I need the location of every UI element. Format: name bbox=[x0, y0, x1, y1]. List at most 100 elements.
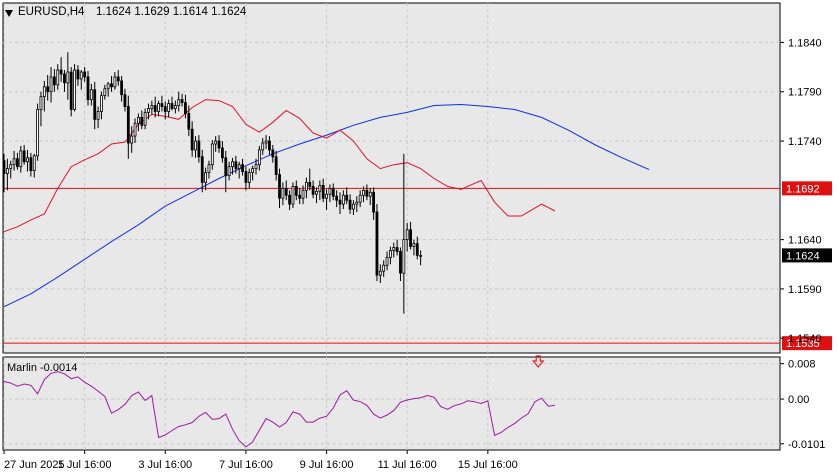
candle-bull[interactable] bbox=[66, 52, 70, 100]
candle-bear[interactable] bbox=[190, 121, 194, 157]
candle-bear[interactable] bbox=[284, 180, 288, 201]
candle-bear[interactable] bbox=[308, 168, 312, 191]
candle-bull[interactable] bbox=[106, 81, 110, 97]
candle-bear[interactable] bbox=[184, 94, 187, 119]
candle-bull[interactable] bbox=[32, 153, 36, 178]
candle-bull[interactable] bbox=[79, 70, 83, 90]
candle-bear[interactable] bbox=[16, 152, 19, 170]
candle-bear[interactable] bbox=[200, 149, 204, 193]
oscillator-plot-bg[interactable] bbox=[2, 356, 781, 451]
candle-bull[interactable] bbox=[318, 180, 322, 201]
candle-bear[interactable] bbox=[345, 187, 349, 205]
candle-bear[interactable] bbox=[241, 158, 244, 176]
candle-bull[interactable] bbox=[147, 103, 150, 120]
candle-bull[interactable] bbox=[231, 157, 234, 175]
candle-bull[interactable] bbox=[100, 91, 103, 120]
candle-bull[interactable] bbox=[89, 83, 93, 106]
candle-bull[interactable] bbox=[204, 167, 208, 191]
candle-bull[interactable] bbox=[157, 100, 160, 117]
candle-bear[interactable] bbox=[338, 192, 342, 214]
candle-bear[interactable] bbox=[180, 93, 184, 107]
candle-bull[interactable] bbox=[304, 177, 308, 199]
candle-bear[interactable] bbox=[244, 166, 248, 191]
candle-bear[interactable] bbox=[140, 110, 144, 130]
candle-bear[interactable] bbox=[217, 135, 221, 153]
candle-bull[interactable] bbox=[227, 161, 231, 181]
candle-bull[interactable] bbox=[341, 190, 345, 210]
candle-bear[interactable] bbox=[53, 69, 56, 92]
candle-bear[interactable] bbox=[63, 70, 66, 92]
candle-bear[interactable] bbox=[83, 67, 87, 82]
candle-bull[interactable] bbox=[315, 187, 318, 204]
candle-bull[interactable] bbox=[385, 251, 389, 271]
candle-bull[interactable] bbox=[26, 149, 29, 172]
candle-bull[interactable] bbox=[207, 160, 211, 179]
candle-bear[interactable] bbox=[76, 65, 80, 86]
candle-bear[interactable] bbox=[268, 136, 271, 155]
candle-bull[interactable] bbox=[103, 84, 107, 100]
candle-bear[interactable] bbox=[160, 95, 164, 112]
candle-bear[interactable] bbox=[409, 221, 412, 250]
candle-bull[interactable] bbox=[419, 250, 423, 266]
candle-bear[interactable] bbox=[86, 71, 90, 106]
candle-bear[interactable] bbox=[335, 190, 339, 208]
candle-bull[interactable] bbox=[19, 145, 23, 173]
candle-bull[interactable] bbox=[257, 145, 261, 171]
candle-bull[interactable] bbox=[382, 260, 386, 278]
candle-bear[interactable] bbox=[224, 150, 228, 193]
candle-bull[interactable] bbox=[355, 196, 359, 213]
candle-bear[interactable] bbox=[110, 75, 113, 92]
candle-bull[interactable] bbox=[56, 64, 60, 90]
candle-bear[interactable] bbox=[365, 184, 369, 201]
candle-bear[interactable] bbox=[321, 178, 325, 203]
candle-bull[interactable] bbox=[12, 150, 16, 171]
candle-bull[interactable] bbox=[42, 80, 46, 112]
candle-bear[interactable] bbox=[93, 81, 97, 130]
candle-bear[interactable] bbox=[348, 194, 352, 214]
candle-bull[interactable] bbox=[214, 136, 218, 152]
candle-bull[interactable] bbox=[167, 99, 171, 118]
candle-bull[interactable] bbox=[281, 182, 285, 206]
candle-bull[interactable] bbox=[113, 72, 117, 90]
candle-bull[interactable] bbox=[9, 160, 13, 179]
candle-bear[interactable] bbox=[311, 180, 315, 199]
candle-bear[interactable] bbox=[274, 150, 278, 181]
candle-bull[interactable] bbox=[412, 239, 416, 256]
candle-bull[interactable] bbox=[368, 188, 372, 206]
candle-bull[interactable] bbox=[173, 100, 177, 114]
candle-bull[interactable] bbox=[49, 67, 53, 103]
candle-bear[interactable] bbox=[415, 236, 419, 260]
candle-bull[interactable] bbox=[378, 264, 382, 283]
candle-bull[interactable] bbox=[301, 185, 305, 205]
candle-bear[interactable] bbox=[234, 155, 238, 174]
candle-bear[interactable] bbox=[278, 168, 281, 209]
candles[interactable] bbox=[2, 52, 423, 314]
candle-bull[interactable] bbox=[405, 222, 409, 252]
candle-bear[interactable] bbox=[187, 105, 191, 137]
candle-bull[interactable] bbox=[254, 158, 258, 175]
candle-bull[interactable] bbox=[392, 242, 396, 258]
collapse-triangle-icon[interactable] bbox=[5, 10, 13, 17]
candle-bull[interactable] bbox=[136, 113, 140, 132]
candle-bull[interactable] bbox=[325, 189, 328, 211]
candle-bull[interactable] bbox=[264, 135, 268, 149]
candle-bull[interactable] bbox=[261, 138, 265, 155]
candle-bull[interactable] bbox=[251, 165, 255, 181]
candle-bear[interactable] bbox=[220, 141, 224, 163]
candle-bull[interactable] bbox=[388, 246, 392, 265]
candle-bear[interactable] bbox=[197, 135, 201, 163]
candle-bull[interactable] bbox=[210, 140, 214, 170]
candle-bear[interactable] bbox=[399, 247, 402, 282]
candle-bull[interactable] bbox=[130, 126, 134, 153]
candle-bull[interactable] bbox=[73, 64, 76, 112]
candle-bull[interactable] bbox=[358, 190, 362, 208]
candle-bull[interactable] bbox=[237, 161, 241, 179]
candle-bull[interactable] bbox=[352, 200, 355, 215]
candle-bull[interactable] bbox=[143, 108, 147, 130]
candle-bear[interactable] bbox=[2, 153, 6, 193]
candle-bull[interactable] bbox=[36, 103, 39, 161]
candle-bear[interactable] bbox=[22, 144, 26, 165]
candle-bull[interactable] bbox=[402, 153, 406, 314]
candle-bull[interactable] bbox=[5, 158, 9, 191]
candle-bull[interactable] bbox=[247, 168, 251, 189]
